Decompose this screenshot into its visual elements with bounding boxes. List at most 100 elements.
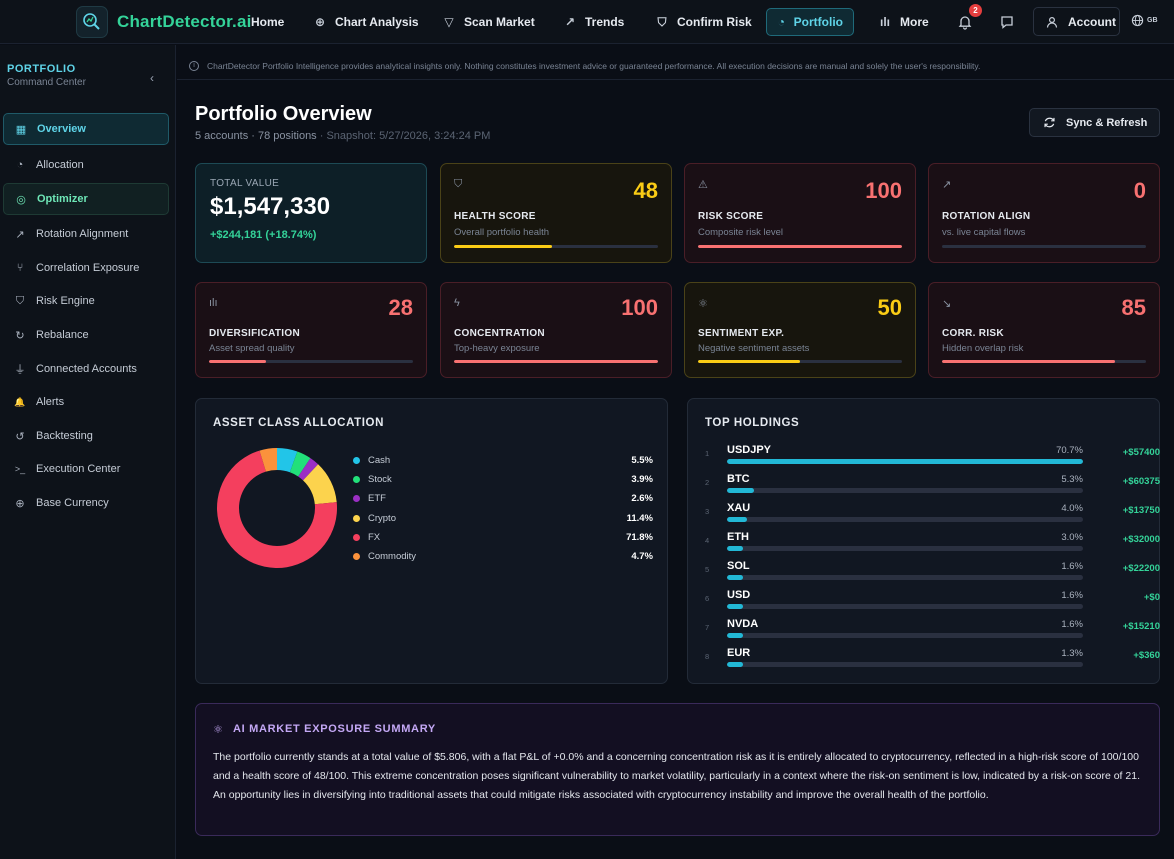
donut-slice-stock[interactable] [289, 451, 311, 477]
holding-row[interactable]: 1 USDJPY 70.7% +$57400 [705, 443, 1160, 472]
brain-icon: ⚛ [698, 298, 708, 310]
holding-row[interactable]: 5 SOL 1.6% +$22200 [705, 559, 1160, 588]
sidebar-item-rebalance[interactable]: ↻ Rebalance [3, 319, 169, 351]
ai-summary-title: AI MARKET EXPOSURE SUMMARY [233, 723, 436, 735]
holding-percent: 4.0% [1061, 503, 1083, 514]
metric-label: CONCENTRATION [454, 328, 545, 339]
sidebar-item-overview[interactable]: ▦ Overview [3, 113, 169, 145]
holdings-title: TOP HOLDINGS [705, 417, 800, 429]
snapshot-time: · Snapshot: 5/27/2026, 3:24:24 PM [319, 130, 491, 142]
sidebar-item-label: Allocation [36, 159, 84, 171]
donut-slice-commodity[interactable] [259, 448, 277, 472]
nav-trends[interactable]: ↗ Trends [553, 8, 634, 36]
sidebar-item-rotation[interactable]: ↗ Rotation Alignment [3, 218, 169, 250]
bell-icon[interactable] [957, 14, 973, 30]
nav-more[interactable]: ılı More [868, 8, 939, 36]
chat-icon[interactable] [999, 14, 1015, 30]
holding-rank: 2 [705, 478, 710, 487]
chevron-left-icon[interactable]: ‹ [150, 71, 154, 85]
legend-item-crypto: Crypto 11.4% [353, 509, 653, 528]
holding-percent: 1.6% [1061, 590, 1083, 601]
holding-pnl: +$360 [1133, 650, 1160, 661]
holding-row[interactable]: 2 BTC 5.3% +$60375 [705, 472, 1160, 501]
sidebar-item-allocation[interactable]: ◔ Allocation [3, 149, 169, 181]
metric-progress-fill [454, 360, 658, 363]
sidebar-item-backtesting[interactable]: ↺ Backtesting [3, 420, 169, 452]
sidebar-item-connected-accounts[interactable]: ⏚ Connected Accounts [3, 353, 169, 385]
logo-icon[interactable] [76, 6, 108, 38]
nav-chart-analysis[interactable]: ⊕ Chart Analysis [303, 8, 429, 36]
sidebar-item-label: Rebalance [36, 329, 89, 341]
holding-weight-track [727, 517, 1083, 522]
allocation-legend: Cash 5.5% Stock 3.9% ETF 2.6% Crypto 11.4% FX 71.… [353, 451, 653, 566]
nav-portfolio[interactable]: ◔ Portfolio [766, 8, 854, 36]
holding-row[interactable]: 4 ETH 3.0% +$32000 [705, 530, 1160, 559]
sidebar-item-optimizer[interactable]: ◎ Optimizer [3, 183, 169, 215]
warning-icon: ⚠ [698, 179, 708, 191]
info-icon: i [189, 60, 199, 71]
holding-percent: 1.6% [1061, 561, 1083, 572]
donut-slice-fx[interactable] [217, 450, 337, 568]
sidebar-item-risk-engine[interactable]: ⛉ Risk Engine [3, 285, 169, 317]
sidebar-item-base-currency[interactable]: ⊕ Base Currency [3, 487, 169, 519]
donut-slice-cash[interactable] [277, 448, 298, 473]
holding-weight-fill [727, 517, 748, 522]
nav-home[interactable]: Home [241, 8, 294, 36]
legend-item-stock: Stock 3.9% [353, 470, 653, 489]
sidebar-item-label: Alerts [36, 396, 65, 408]
legend-value: 71.8% [626, 531, 653, 543]
language-selector[interactable]: GB [1131, 14, 1158, 27]
holding-percent: 3.0% [1061, 532, 1083, 543]
trend-down-icon: ↘ [942, 298, 952, 310]
donut-slice-crypto[interactable] [303, 464, 337, 505]
holding-pnl: +$0 [1143, 592, 1160, 603]
metric-progress-fill [698, 245, 902, 248]
legend-label: ETF [368, 493, 386, 505]
legend-dot [353, 476, 360, 484]
sync-refresh-button[interactable]: Sync & Refresh [1029, 108, 1160, 137]
metric-value: 48 [633, 178, 658, 203]
page-subtitle: 5 accounts · 78 positions · Snapshot: 5/… [195, 130, 490, 142]
donut-slice-etf[interactable] [298, 458, 319, 481]
metric-progress-track [209, 360, 413, 363]
legend-dot [353, 457, 360, 465]
history-icon: ↺ [15, 430, 25, 443]
metric-progress-track [454, 245, 658, 248]
holding-row[interactable]: 3 XAU 4.0% +$13750 [705, 501, 1160, 530]
metric-progress-track [942, 360, 1146, 363]
holding-pnl: +$22200 [1122, 563, 1160, 574]
holding-row[interactable]: 6 USD 1.6% +$0 [705, 588, 1160, 617]
nav-scan-market[interactable]: ▽ Scan Market [432, 8, 545, 36]
metric-card-sentiment-exp: ⚛ 50 SENTIMENT EXP. Negative sentiment asse… [684, 282, 916, 378]
notification-badge: 2 [969, 4, 982, 17]
holding-rank: 7 [705, 623, 710, 632]
metric-label: ROTATION ALIGN [942, 211, 1031, 222]
metric-description: Composite risk level [698, 227, 783, 238]
bell-icon: 🔔 [14, 396, 26, 407]
holding-symbol: NVDA [727, 618, 759, 630]
locale-label: GB [1147, 17, 1158, 24]
pie-icon: ◔ [777, 15, 785, 29]
holding-row[interactable]: 7 NVDA 1.6% +$15210 [705, 617, 1160, 646]
ai-summary-panel: ⚛ AI MARKET EXPOSURE SUMMARY The portfol… [195, 703, 1160, 836]
app-name[interactable]: ChartDetector.ai [117, 12, 252, 31]
legend-item-commodity: Commodity 4.7% [353, 547, 653, 566]
account-button[interactable]: Account [1033, 7, 1120, 36]
holding-percent: 5.3% [1061, 474, 1083, 485]
trend-up-icon: ↗ [15, 228, 25, 241]
metric-label: HEALTH SCORE [454, 211, 536, 222]
legend-value: 11.4% [626, 512, 653, 524]
holding-weight-track [727, 546, 1083, 551]
nav-confirm-risk[interactable]: ⛉ Confirm Risk [645, 8, 762, 36]
accounts-summary: 5 accounts · 78 positions [195, 130, 317, 142]
holding-row[interactable]: 8 EUR 1.3% +$360 [705, 646, 1160, 675]
disclaimer-text: ChartDetector Portfolio Intelligence pro… [207, 60, 981, 71]
trend-up-icon: ↗ [942, 179, 952, 191]
sidebar-item-correlation[interactable]: ⑂ Correlation Exposure [3, 252, 169, 284]
metric-value: 100 [621, 295, 658, 320]
metric-description: Asset spread quality [209, 343, 295, 354]
sidebar-item-execution-center[interactable]: >_ Execution Center [3, 453, 169, 485]
sidebar-item-alerts[interactable]: 🔔 Alerts [3, 386, 169, 418]
sidebar-item-label: Correlation Exposure [36, 262, 140, 274]
allocation-title: ASSET CLASS ALLOCATION [213, 417, 385, 429]
